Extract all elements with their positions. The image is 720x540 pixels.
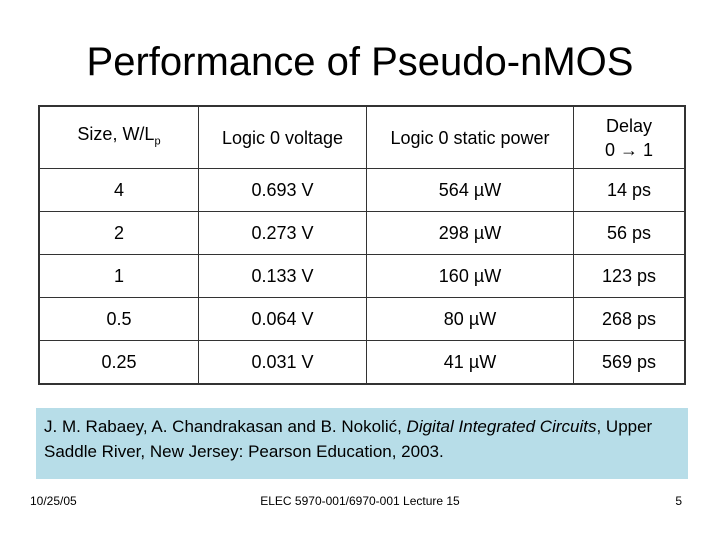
table-row: 1 0.133 V 160 µW 123 ps bbox=[38, 254, 686, 298]
table-row: 0.5 0.064 V 80 µW 268 ps bbox=[38, 297, 686, 341]
header-row: Size, W/Lp Logic 0 voltage Logic 0 stati… bbox=[38, 105, 686, 169]
performance-table: Size, W/Lp Logic 0 voltage Logic 0 stati… bbox=[38, 105, 686, 385]
table-cell: 0.25 bbox=[38, 340, 199, 385]
table-cell: 2 bbox=[38, 211, 199, 255]
subscript: p bbox=[154, 135, 161, 148]
table-cell: 0.693 V bbox=[198, 168, 367, 212]
table-cell: 569 ps bbox=[573, 340, 686, 385]
footer-course: ELEC 5970-001/6970-001 Lecture 15 bbox=[260, 494, 460, 508]
table-cell: 0.273 V bbox=[198, 211, 367, 255]
header-text: 0 → 1 bbox=[604, 139, 654, 160]
table-cell: 0.031 V bbox=[198, 340, 367, 385]
table-cell: 298 µW bbox=[366, 211, 574, 255]
citation-authors: J. M. Rabaey, A. Chandrakasan and B. Nok… bbox=[44, 417, 407, 436]
citation-book: Digital Integrated Circuits bbox=[406, 417, 597, 436]
header-cell: Logic 0 voltage bbox=[198, 105, 367, 169]
slide-title: Performance of Pseudo-nMOS bbox=[86, 40, 634, 84]
table-cell: 4 bbox=[38, 168, 199, 212]
footer-date: 10/25/05 bbox=[30, 494, 77, 508]
table-cell: 123 ps bbox=[573, 254, 686, 298]
table-row: 4 0.693 V 564 µW 14 ps bbox=[38, 168, 686, 212]
header-text: Delay bbox=[605, 115, 653, 136]
table-cell: 56 ps bbox=[573, 211, 686, 255]
table-cell: 80 µW bbox=[366, 297, 574, 341]
table-cell: 160 µW bbox=[366, 254, 574, 298]
table-row: 2 0.273 V 298 µW 56 ps bbox=[38, 211, 686, 255]
header-cell: Delay 0 → 1 bbox=[573, 105, 686, 169]
table-cell: 41 µW bbox=[366, 340, 574, 385]
table-cell: 14 ps bbox=[573, 168, 686, 212]
header-cell: Logic 0 static power bbox=[366, 105, 574, 169]
table-cell: 0.133 V bbox=[198, 254, 367, 298]
table-cell: 0.064 V bbox=[198, 297, 367, 341]
table-cell: 1 bbox=[38, 254, 199, 298]
citation-publisher: , Upper Saddle River, New Jersey: Pearso… bbox=[44, 417, 653, 461]
footer-page: 5 bbox=[675, 494, 682, 508]
citation: J. M. Rabaey, A. Chandrakasan and B. Nok… bbox=[36, 408, 688, 479]
table-cell: 268 ps bbox=[573, 297, 686, 341]
header-cell: Size, W/Lp bbox=[38, 105, 199, 169]
header-text: Size, W/L bbox=[77, 123, 155, 144]
table-cell: 0.5 bbox=[38, 297, 199, 341]
table-row: 0.25 0.031 V 41 µW 569 ps bbox=[38, 340, 686, 385]
table-cell: 564 µW bbox=[366, 168, 574, 212]
